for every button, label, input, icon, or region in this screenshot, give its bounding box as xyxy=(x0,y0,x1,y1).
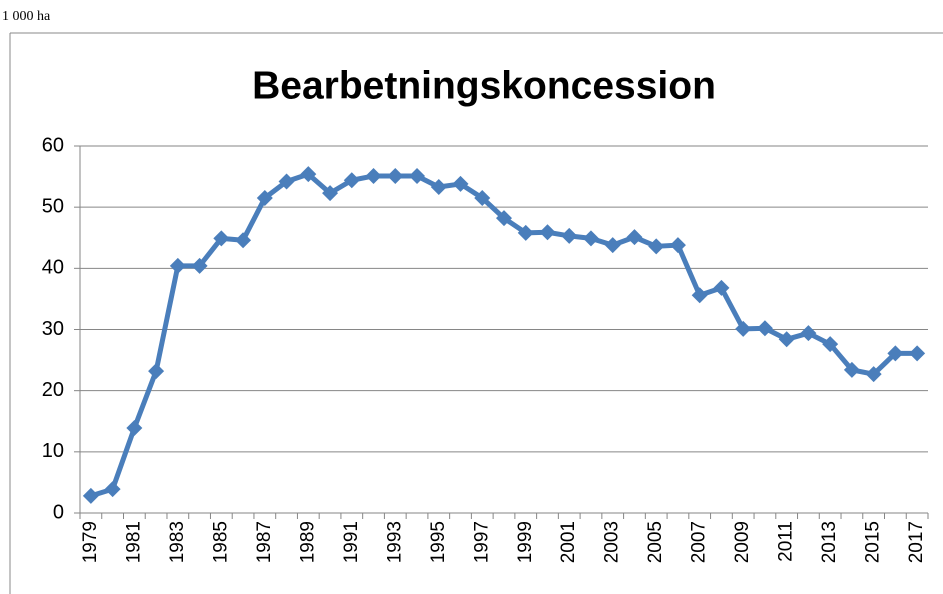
x-tick-label: 1989 xyxy=(297,521,318,563)
data-point xyxy=(322,185,339,202)
y-tick-label: 20 xyxy=(42,379,64,401)
data-point xyxy=(104,481,121,498)
data-point xyxy=(430,178,447,195)
x-tick-label: 1981 xyxy=(123,521,144,563)
data-point xyxy=(517,224,534,241)
x-tick-label: 1985 xyxy=(210,521,231,563)
data-point xyxy=(148,363,165,380)
x-tick-label: 1995 xyxy=(428,521,449,563)
data-point xyxy=(582,230,599,247)
x-tick-label: 2017 xyxy=(906,521,927,563)
x-tick-label: 2003 xyxy=(602,521,623,563)
data-point xyxy=(300,166,317,183)
x-tick-label: 1987 xyxy=(254,521,275,563)
data-point xyxy=(365,167,382,184)
data-point xyxy=(235,232,252,249)
data-point xyxy=(626,229,643,246)
data-point xyxy=(539,224,556,241)
x-tick-label: 1999 xyxy=(515,521,536,563)
y-tick-label: 30 xyxy=(42,318,64,340)
data-point xyxy=(169,257,186,274)
chart-title: Bearbetningskoncession xyxy=(252,64,716,107)
x-tick-label: 1997 xyxy=(471,521,492,563)
data-point xyxy=(669,237,686,254)
x-tick-label: 2005 xyxy=(645,521,666,563)
data-point xyxy=(691,287,708,304)
x-tick-label: 1993 xyxy=(384,521,405,563)
data-point xyxy=(191,257,208,274)
data-point xyxy=(887,345,904,362)
x-tick-label: 1979 xyxy=(80,521,101,563)
y-tick-label: 50 xyxy=(42,195,64,217)
x-tick-label: 2001 xyxy=(558,521,579,563)
data-point xyxy=(474,189,491,206)
data-point xyxy=(409,167,426,184)
data-point xyxy=(387,167,404,184)
data-point xyxy=(82,487,99,504)
data-point xyxy=(713,279,730,296)
data-point xyxy=(213,230,230,247)
x-tick-label: 1983 xyxy=(167,521,188,563)
data-point xyxy=(648,238,665,255)
data-point xyxy=(843,361,860,378)
data-point xyxy=(126,419,143,436)
data-point xyxy=(778,331,795,348)
x-tick-label: 2009 xyxy=(732,521,753,563)
data-point xyxy=(756,320,773,337)
data-point xyxy=(343,172,360,189)
data-point xyxy=(865,366,882,383)
data-point xyxy=(800,325,817,342)
y-tick-label: 60 xyxy=(42,134,64,156)
data-point xyxy=(496,210,512,227)
data-point xyxy=(561,227,578,244)
unit-label: 1 000 ha xyxy=(2,9,51,24)
data-point xyxy=(909,345,926,362)
y-tick-label: 10 xyxy=(42,440,64,462)
x-tick-label: 2007 xyxy=(689,521,710,563)
y-tick-label: 40 xyxy=(42,257,64,279)
x-tick-label: 2011 xyxy=(776,521,797,562)
data-point xyxy=(256,189,273,206)
x-tick-label: 1991 xyxy=(341,521,362,563)
data-point xyxy=(278,173,295,190)
data-point xyxy=(604,237,621,254)
data-point xyxy=(822,336,839,353)
y-tick-label: 0 xyxy=(53,501,64,523)
data-point xyxy=(735,320,752,337)
x-tick-label: 2013 xyxy=(819,521,840,563)
x-tick-label: 2015 xyxy=(863,521,884,563)
data-point xyxy=(452,175,469,192)
